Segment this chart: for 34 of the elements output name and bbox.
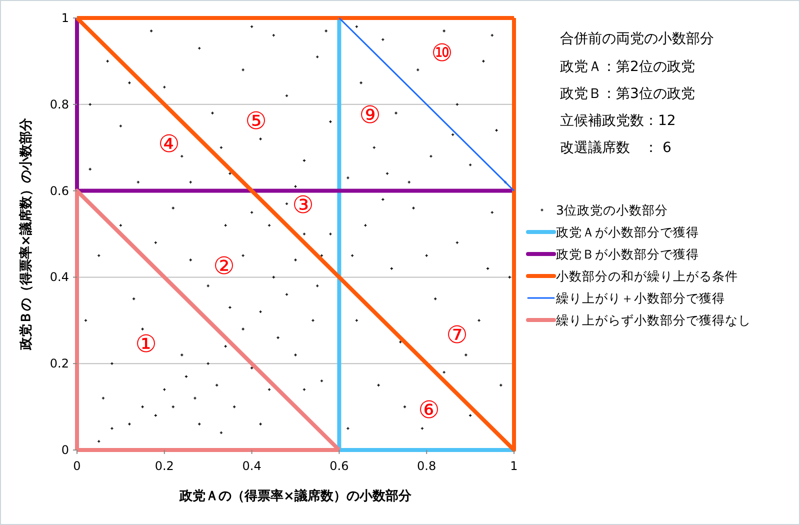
legend-label: 政党Ｂが小数部分で獲得	[556, 246, 699, 262]
legend-label: 小数部分の和が繰り上がる条件	[556, 268, 738, 284]
annotation: ⑨	[359, 101, 381, 129]
annotation: ③	[292, 191, 314, 219]
y-tick-label: 0.2	[50, 356, 69, 371]
text: 政党Ｂ：第3位の政党	[560, 86, 695, 102]
y-tick-label: 0.4	[50, 270, 69, 284]
annotation: ②	[213, 252, 235, 280]
annotation: ⑩	[431, 39, 453, 67]
text: 立候補政党数：12	[560, 113, 676, 129]
x-tick-label: 0.4	[242, 459, 262, 473]
x-tick-label: 1	[510, 459, 518, 473]
legend-label: 繰り上がらず小数部分で獲得なし	[555, 312, 751, 328]
x-axis-title: 政党Ａの（得票率×議席数）の小数部分	[178, 488, 412, 504]
annotation: ④	[158, 130, 180, 158]
text: 改選議席数 ： 6	[560, 140, 672, 156]
annotation: ⑦	[446, 321, 468, 349]
text: 政党Ａ：第2位の政党	[560, 59, 695, 75]
y-tick-label: 0.6	[50, 184, 69, 198]
y-tick-label: 0	[61, 443, 69, 457]
y-axis-title: 政党Ｂの（得票率×議席数）の小数部分	[18, 117, 34, 351]
annotation: ①	[135, 330, 157, 358]
annotation: ⑥	[418, 396, 440, 424]
legend-label: 繰り上がり＋小数部分で獲得	[555, 290, 725, 306]
x-tick-label: 0.6	[330, 459, 349, 473]
annotation: ⑤	[245, 107, 267, 135]
x-tick-label: 0.2	[154, 459, 174, 473]
x-tick-label: 0.8	[417, 459, 436, 473]
legend-label: 3位政党の小数部分	[556, 202, 668, 218]
y-tick-label: 1	[61, 11, 69, 25]
text: 合併前の両党の小数部分	[560, 31, 714, 47]
x-tick-label: 0	[73, 459, 81, 473]
y-tick-label: 0.8	[50, 97, 69, 112]
legend-label: 政党Ａが小数部分で獲得	[556, 224, 699, 240]
